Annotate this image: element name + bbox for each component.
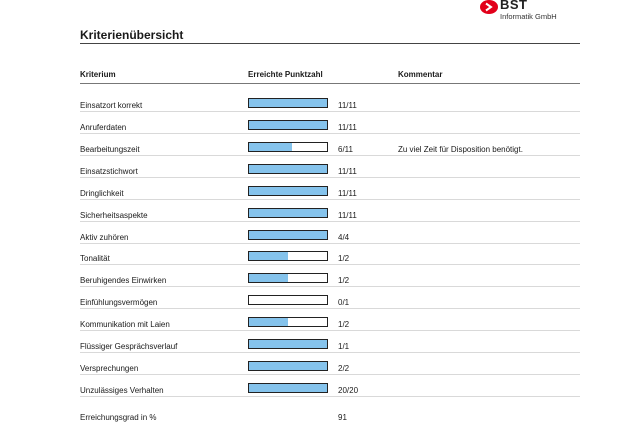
score-bar	[248, 382, 328, 393]
criterion-name: Sicherheitsaspekte	[80, 210, 148, 220]
page-title: Kriterienübersicht	[80, 28, 184, 42]
criterion-name: Bearbeitungszeit	[80, 144, 140, 154]
score-bar	[248, 185, 328, 196]
score-bar	[248, 141, 328, 152]
criterion-score: 11/11	[338, 122, 357, 132]
criterion-name: Flüssiger Gesprächsverlauf	[80, 342, 178, 352]
score-bar-fill	[249, 383, 327, 392]
criterion-row: Einfühlungsvermögen 0/1	[80, 292, 580, 314]
criterion-name: Einfühlungsvermögen	[80, 298, 158, 308]
criterion-score: 1/2	[338, 320, 350, 330]
score-bar-fill	[249, 142, 292, 151]
criterion-score: 11/11	[338, 210, 357, 220]
criterion-score: 6/11	[338, 144, 353, 154]
criterion-row: Versprechungen 2/2	[80, 358, 580, 380]
criterion-row: Bearbeitungszeit 6/11 Zu viel Zeit für Dis…	[80, 139, 580, 161]
criterion-name: Einsatzort korrekt	[80, 101, 143, 110]
criterion-score: 2/2	[338, 364, 350, 374]
score-bar-fill	[249, 99, 327, 107]
criterion-row: Beruhigendes Einwirken 1/2	[80, 270, 580, 292]
score-bar-fill	[249, 208, 327, 217]
criterion-name: Versprechungen	[80, 364, 139, 374]
criterion-row: Sicherheitsaspekte 11/11	[80, 205, 580, 227]
criterion-name: Anruferdaten	[80, 122, 127, 132]
score-bar-fill	[249, 120, 327, 129]
criterion-name: Tonalität	[80, 254, 110, 264]
title-divider	[80, 43, 580, 44]
logo-subtitle: Informatik GmbH	[500, 12, 557, 21]
score-bar-fill	[249, 318, 288, 327]
score-bar-fill	[249, 186, 327, 195]
criterion-row: Tonalität 1/2	[80, 248, 580, 270]
summary-label: Erreichungsgrad in %	[80, 413, 157, 422]
criterion-score: 11/11	[338, 188, 357, 198]
criterion-row: Unzulässiges Verhalten 20/20	[80, 380, 580, 402]
criterion-name: Beruhigendes Einwirken	[80, 276, 167, 286]
criterion-name: Aktiv zuhören	[80, 232, 129, 242]
logo-chevron-icon	[480, 0, 498, 14]
score-bar-fill	[249, 252, 288, 261]
score-bar	[248, 273, 328, 284]
criterion-name: Kommunikation mit Laien	[80, 320, 170, 330]
criterion-name: Unzulässiges Verhalten	[80, 385, 164, 395]
criterion-row: Kommunikation mit Laien 1/2	[80, 314, 580, 336]
header-divider	[80, 83, 580, 84]
company-logo: BST Informatik GmbH	[480, 0, 590, 28]
criterion-score: 4/4	[338, 232, 350, 242]
score-bar	[248, 295, 328, 306]
score-bar	[248, 251, 328, 262]
score-bar	[248, 361, 328, 372]
score-bar	[248, 119, 328, 130]
criterion-score: 1/1	[338, 342, 350, 352]
score-bar	[248, 98, 328, 108]
score-bar	[248, 339, 328, 350]
summary-row: Erreichungsgrad in % 91	[80, 413, 580, 425]
column-header-score: Erreichte Punktzahl	[248, 70, 323, 79]
score-bar	[248, 207, 328, 218]
criterion-score: 1/2	[338, 254, 350, 264]
criterion-row: Flüssiger Gesprächsverlauf 1/1	[80, 336, 580, 358]
criterion-row: Dringlichkeit 11/11	[80, 183, 580, 205]
logo-name: BST	[500, 0, 528, 12]
criterion-row: Anruferdaten 11/11	[80, 117, 580, 139]
criterion-comment: Zu viel Zeit für Disposition benötigt.	[398, 144, 523, 154]
criterion-row: Einsatzort korrekt 11/11	[80, 95, 580, 117]
column-header-criterion: Kriterium	[80, 70, 116, 79]
criterion-score: 20/20	[338, 385, 359, 395]
criterion-name: Dringlichkeit	[80, 188, 124, 198]
score-bar-fill	[249, 230, 327, 239]
summary-value: 91	[338, 413, 347, 422]
criterion-score: 1/2	[338, 276, 350, 286]
criterion-score: 11/11	[338, 101, 357, 110]
column-header-comment: Kommentar	[398, 70, 443, 79]
criterion-name: Einsatzstichwort	[80, 166, 138, 176]
score-bar-fill	[249, 164, 327, 173]
criterion-score: 0/1	[338, 298, 350, 308]
score-bar-fill	[249, 340, 327, 349]
score-bar	[248, 317, 328, 328]
score-bar-fill	[249, 362, 327, 371]
criterion-score: 11/11	[338, 166, 357, 176]
criterion-row: Einsatzstichwort 11/11	[80, 161, 580, 183]
score-bar	[248, 163, 328, 174]
criterion-row: Aktiv zuhören 4/4	[80, 227, 580, 249]
criteria-list: Einsatzort korrekt 11/11 Anruferdaten 11/11…	[80, 95, 580, 402]
score-bar-fill	[249, 274, 288, 283]
score-bar	[248, 229, 328, 240]
